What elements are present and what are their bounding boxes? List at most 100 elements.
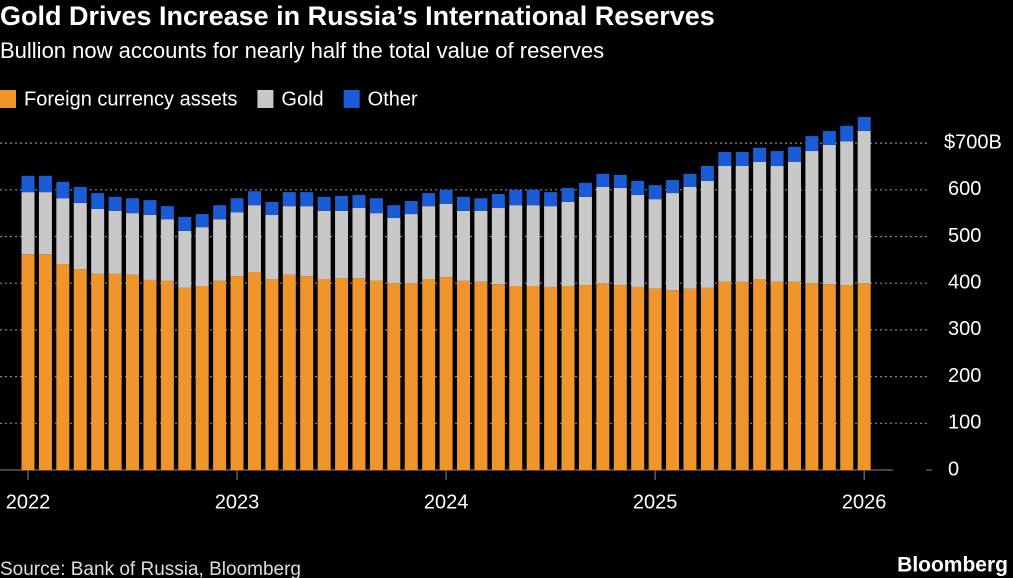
bar-segment: [457, 196, 470, 211]
bar-segment: [648, 288, 662, 470]
bar-segment: [509, 189, 523, 206]
bar-segment: [160, 219, 174, 281]
bar-segment: [265, 215, 279, 279]
y-tick-label: 100: [948, 412, 981, 434]
bar-segment: [857, 283, 871, 470]
bar-segment: [683, 173, 697, 187]
bar-segment: [840, 285, 854, 470]
bar-segment: [195, 214, 209, 228]
bar-segment: [526, 205, 540, 287]
bar-segment: [544, 206, 558, 287]
bar-segment: [526, 189, 540, 206]
bar-segment: [474, 281, 488, 470]
bar-segment: [422, 193, 436, 207]
bar-segment: [404, 214, 418, 284]
bar-segment: [666, 290, 680, 470]
bar-segment: [195, 286, 209, 470]
bar-segment: [56, 181, 70, 199]
bar-segment: [474, 198, 488, 211]
bar-segment: [108, 273, 122, 470]
bar-segment: [544, 286, 558, 470]
bar-segment: [108, 210, 122, 274]
bar-segment: [335, 195, 349, 211]
bar-segment: [404, 283, 418, 470]
bar-segment: [300, 206, 314, 277]
bar-segment: [718, 281, 732, 470]
bar-segment: [56, 198, 70, 265]
legend-label: Foreign currency assets: [24, 88, 237, 110]
bar-segment: [317, 210, 331, 279]
bar-segment: [439, 189, 453, 204]
bar-segment: [91, 273, 105, 470]
bar-segment: [474, 210, 488, 282]
bar-segment: [178, 216, 192, 231]
bar-segment: [213, 219, 227, 281]
bar-segment: [718, 151, 732, 166]
bar-segment: [491, 208, 505, 285]
bar-segment: [631, 286, 645, 470]
bar-segment: [596, 186, 610, 284]
bar-segment: [300, 276, 314, 470]
bar-segment: [509, 205, 523, 287]
bar-segment: [857, 130, 871, 284]
bar-segment: [735, 151, 749, 166]
bar-segment: [230, 212, 244, 277]
legend-swatch: [257, 90, 274, 108]
bar-segment: [300, 192, 314, 207]
bar-segment: [631, 194, 645, 287]
bar-segment: [822, 284, 836, 470]
bar-segment: [822, 130, 836, 145]
bar-segment: [787, 146, 801, 162]
bar-segment: [422, 206, 436, 279]
bar-segment: [126, 213, 140, 275]
bar-segment: [352, 208, 366, 279]
bar-segment: [491, 194, 505, 209]
chart-subtitle: Bullion now accounts for nearly half the…: [0, 38, 604, 63]
brand-logo: Bloomberg: [897, 554, 1008, 577]
bar-segment: [805, 136, 819, 152]
bar-segment: [21, 175, 35, 193]
bar-segment: [178, 230, 192, 288]
bar-segment: [561, 187, 575, 202]
bar-segment: [422, 278, 436, 470]
bar-segment: [735, 281, 749, 470]
x-tick-label: 2026: [842, 491, 887, 513]
bar-segment: [683, 186, 697, 289]
bar-segment: [387, 205, 401, 218]
x-tick-label: 2023: [215, 491, 260, 513]
bar-segment: [247, 271, 261, 470]
bar-segment: [683, 288, 697, 470]
bar-segment: [700, 165, 714, 181]
bar-segment: [666, 193, 680, 291]
x-tick-label: 2022: [6, 491, 51, 513]
bar-segment: [282, 192, 296, 207]
bar-segment: [753, 147, 767, 162]
bar-segment: [596, 283, 610, 470]
bar-segment: [38, 175, 52, 193]
bar-segment: [265, 278, 279, 470]
bar-segment: [578, 182, 592, 197]
bar-segment: [457, 210, 470, 281]
bar-segment: [143, 215, 157, 280]
bar-segment: [21, 192, 35, 255]
bar-segment: [840, 141, 854, 286]
bar-segment: [805, 283, 819, 470]
bar-segment: [770, 165, 784, 282]
bar-segment: [317, 196, 331, 211]
bar-segment: [247, 205, 261, 272]
y-tick-label: 500: [948, 225, 981, 247]
bar-segment: [770, 151, 784, 166]
y-tick-label: $700B: [944, 131, 1002, 153]
bar-segment: [247, 191, 261, 206]
bar-segment: [369, 213, 383, 281]
bar-segment: [21, 254, 35, 470]
bar-segment: [631, 180, 645, 195]
bar-segment: [578, 285, 592, 470]
bar-segment: [700, 180, 714, 288]
bar-segment: [404, 201, 418, 215]
legend-label: Other: [368, 88, 418, 110]
bar-segment: [56, 264, 70, 470]
bar-segment: [544, 192, 558, 207]
